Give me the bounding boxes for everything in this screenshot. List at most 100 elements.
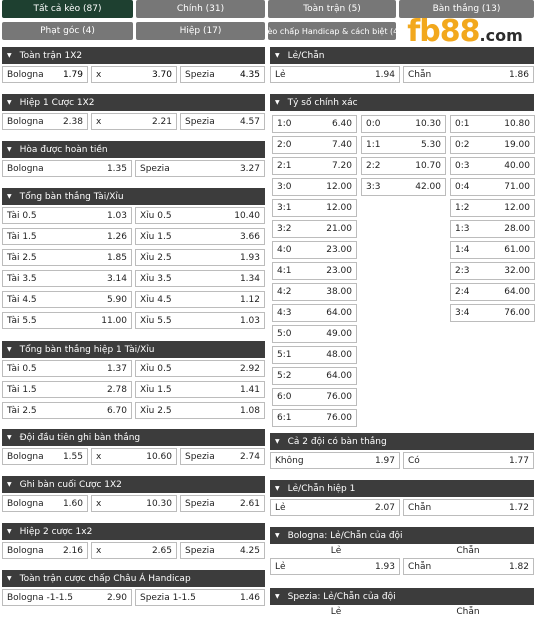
correct-score-cell[interactable]: 6:0 76.00 bbox=[272, 388, 357, 406]
odds-cell[interactable]: Chẵn 1.72 bbox=[403, 499, 534, 516]
section-header[interactable]: ▼ Bologna: Lẻ/Chẵn của đội bbox=[270, 527, 534, 544]
odds-cell[interactable]: Tài 0.5 1.37 bbox=[2, 360, 132, 377]
correct-score-cell[interactable]: 3:2 21.00 bbox=[272, 220, 357, 238]
odds-cell[interactable]: x 2.65 bbox=[91, 542, 177, 559]
odds-cell[interactable]: Xỉu 2.5 1.08 bbox=[135, 402, 265, 419]
odds-cell[interactable]: Spezia 1-1.5 1.46 bbox=[135, 589, 265, 606]
correct-score-cell[interactable]: 0:2 19.00 bbox=[450, 136, 535, 154]
section-header[interactable]: ▼ Lẻ/Chẵn hiệp 1 bbox=[270, 480, 534, 497]
odds-cell[interactable]: Chẵn 1.82 bbox=[403, 558, 534, 575]
correct-score-cell[interactable]: 0:4 71.00 bbox=[450, 178, 535, 196]
correct-score-cell[interactable]: 0:1 10.80 bbox=[450, 115, 535, 133]
odds-cell[interactable]: Không 1.97 bbox=[270, 452, 400, 469]
correct-score-cell[interactable]: 3:0 12.00 bbox=[272, 178, 357, 196]
correct-score-cell[interactable]: 4:2 38.00 bbox=[272, 283, 357, 301]
odds-cell[interactable]: Xỉu 1.5 3.66 bbox=[135, 228, 265, 245]
section-header[interactable]: ▼ Toàn trận 1X2 bbox=[2, 47, 265, 64]
tab-main[interactable]: Chính (31) bbox=[136, 0, 265, 18]
odds-cell[interactable]: Bologna 1.55 bbox=[2, 448, 88, 465]
collapse-arrow-icon: ▼ bbox=[275, 532, 280, 539]
odds-cell[interactable]: Tài 3.5 3.14 bbox=[2, 270, 132, 287]
section-header[interactable]: ▼ Hiệp 2 cược 1x2 bbox=[2, 523, 265, 540]
correct-score-cell[interactable]: 3:4 76.00 bbox=[450, 304, 535, 322]
odds-cell[interactable]: Xỉu 5.5 1.03 bbox=[135, 312, 265, 329]
tab-halves[interactable]: Hiệp (17) bbox=[136, 22, 265, 40]
correct-score-cell[interactable]: 1:1 5.30 bbox=[361, 136, 446, 154]
correct-score-cell[interactable]: 2:0 7.40 bbox=[272, 136, 357, 154]
odds-cell[interactable]: Spezia 4.25 bbox=[180, 542, 265, 559]
correct-score-cell[interactable]: 2:1 7.20 bbox=[272, 157, 357, 175]
odds-cell[interactable]: x 3.70 bbox=[91, 66, 177, 83]
odds-cell[interactable]: Lẻ 2.07 bbox=[270, 499, 400, 516]
odds-cell[interactable]: x 10.30 bbox=[91, 495, 177, 512]
correct-score-cell[interactable]: 5:0 49.00 bbox=[272, 325, 357, 343]
odds-cell[interactable]: Tài 0.5 1.03 bbox=[2, 207, 132, 224]
odds-cell[interactable]: Bologna -1-1.5 2.90 bbox=[2, 589, 132, 606]
odds-cell[interactable]: Xỉu 4.5 1.12 bbox=[135, 291, 265, 308]
odds-cell[interactable]: Tài 1.5 1.26 bbox=[2, 228, 132, 245]
odds-cell[interactable]: x 2.21 bbox=[91, 113, 177, 130]
collapse-arrow-icon: ▼ bbox=[275, 438, 280, 445]
odds-cell[interactable]: Spezia 2.74 bbox=[180, 448, 265, 465]
correct-score-cell[interactable]: 4:3 64.00 bbox=[272, 304, 357, 322]
odds-cell[interactable]: Spezia 2.61 bbox=[180, 495, 265, 512]
odds-cell[interactable]: Bologna 1.79 bbox=[2, 66, 88, 83]
correct-score-cell[interactable]: 0:0 10.30 bbox=[361, 115, 446, 133]
correct-score-cell[interactable]: 2:2 10.70 bbox=[361, 157, 446, 175]
odds-cell[interactable]: Bologna 2.16 bbox=[2, 542, 88, 559]
score-label: 2:0 bbox=[277, 140, 292, 150]
section-header[interactable]: ▼ Tổng bàn thắng Tài/Xỉu bbox=[2, 188, 265, 205]
odds-cell[interactable]: Spezia 3.27 bbox=[135, 160, 265, 177]
section-header[interactable]: ▼ Hiệp 1 Cược 1X2 bbox=[2, 94, 265, 111]
odds-cell[interactable]: Tài 5.5 11.00 bbox=[2, 312, 132, 329]
odds-cell[interactable]: Tài 2.5 1.85 bbox=[2, 249, 132, 266]
tab-corners[interactable]: Phạt góc (4) bbox=[2, 22, 133, 40]
correct-score-cell[interactable]: 3:1 12.00 bbox=[272, 199, 357, 217]
section-header[interactable]: ▼ Toàn trận cược chấp Châu Á Handicap bbox=[2, 570, 265, 587]
section-header[interactable]: ▼ Ghi bàn cuối Cược 1X2 bbox=[2, 476, 265, 493]
section-header[interactable]: ▼ Đội đầu tiên ghi bàn thắng bbox=[2, 429, 265, 446]
odds-cell[interactable]: Bologna 1.35 bbox=[2, 160, 132, 177]
tab-goals[interactable]: Bàn thắng (13) bbox=[399, 0, 534, 18]
odds-cell[interactable]: Tài 1.5 2.78 bbox=[2, 381, 132, 398]
tab-handicap[interactable]: Kèo chấp Handicap & cách biệt (4) bbox=[268, 22, 396, 40]
section-header[interactable]: ▼ Tổng bàn thắng hiệp 1 Tài/Xỉu bbox=[2, 341, 265, 358]
odds-cell[interactable]: Chẵn 1.86 bbox=[403, 66, 534, 83]
odds-cell[interactable]: Lẻ 1.94 bbox=[270, 66, 400, 83]
section-header[interactable]: ▼ Spezia: Lẻ/Chẵn của đội bbox=[270, 588, 534, 605]
correct-score-cell[interactable]: 5:2 64.00 bbox=[272, 367, 357, 385]
correct-score-cell[interactable]: 1:4 61.00 bbox=[450, 241, 535, 259]
odds-cell[interactable]: Spezia 4.57 bbox=[180, 113, 265, 130]
odds-cell[interactable]: Spezia 4.35 bbox=[180, 66, 265, 83]
section-header[interactable]: ▼ Hòa được hoàn tiền bbox=[2, 141, 265, 158]
odds-cell[interactable]: Bologna 2.38 bbox=[2, 113, 88, 130]
correct-score-cell[interactable]: 5:1 48.00 bbox=[272, 346, 357, 364]
odds-cell[interactable]: Lẻ 1.93 bbox=[270, 558, 400, 575]
correct-score-cell[interactable]: 3:3 42.00 bbox=[361, 178, 446, 196]
correct-score-cell[interactable]: 1:0 6.40 bbox=[272, 115, 357, 133]
section-header[interactable]: ▼ Cả 2 đội có bàn thắng bbox=[270, 433, 534, 450]
odds-cell[interactable]: Xỉu 0.5 10.40 bbox=[135, 207, 265, 224]
odds-cell[interactable]: Xỉu 0.5 2.92 bbox=[135, 360, 265, 377]
section-header[interactable]: ▼ Lẻ/Chẵn bbox=[270, 47, 534, 64]
odds-cell[interactable]: Tài 4.5 5.90 bbox=[2, 291, 132, 308]
correct-score-cell[interactable]: 1:3 28.00 bbox=[450, 220, 535, 238]
odds-cell[interactable]: Có 1.77 bbox=[403, 452, 534, 469]
section-draw-no-bet: ▼ Hòa được hoàn tiền Bologna 1.35 Spezia 3.… bbox=[2, 141, 265, 181]
correct-score-cell[interactable]: 2:4 64.00 bbox=[450, 283, 535, 301]
odds-cell[interactable]: Xỉu 2.5 1.93 bbox=[135, 249, 265, 266]
odds-cell[interactable]: Xỉu 1.5 1.41 bbox=[135, 381, 265, 398]
tab-all-markets[interactable]: Tất cả kèo (87) bbox=[2, 0, 133, 18]
tab-full-match[interactable]: Toàn trận (5) bbox=[268, 0, 396, 18]
correct-score-cell[interactable]: 1:2 12.00 bbox=[450, 199, 535, 217]
odds-cell[interactable]: Bologna 1.60 bbox=[2, 495, 88, 512]
correct-score-cell[interactable]: 6:1 76.00 bbox=[272, 409, 357, 427]
correct-score-cell[interactable]: 4:1 23.00 bbox=[272, 262, 357, 280]
odds-cell[interactable]: Xỉu 3.5 1.34 bbox=[135, 270, 265, 287]
correct-score-cell[interactable]: 0:3 40.00 bbox=[450, 157, 535, 175]
odds-cell[interactable]: x 10.60 bbox=[91, 448, 177, 465]
odds-cell[interactable]: Tài 2.5 6.70 bbox=[2, 402, 132, 419]
correct-score-cell[interactable]: 4:0 23.00 bbox=[272, 241, 357, 259]
section-header[interactable]: ▼ Tỷ số chính xác bbox=[270, 94, 534, 111]
correct-score-cell[interactable]: 2:3 32.00 bbox=[450, 262, 535, 280]
